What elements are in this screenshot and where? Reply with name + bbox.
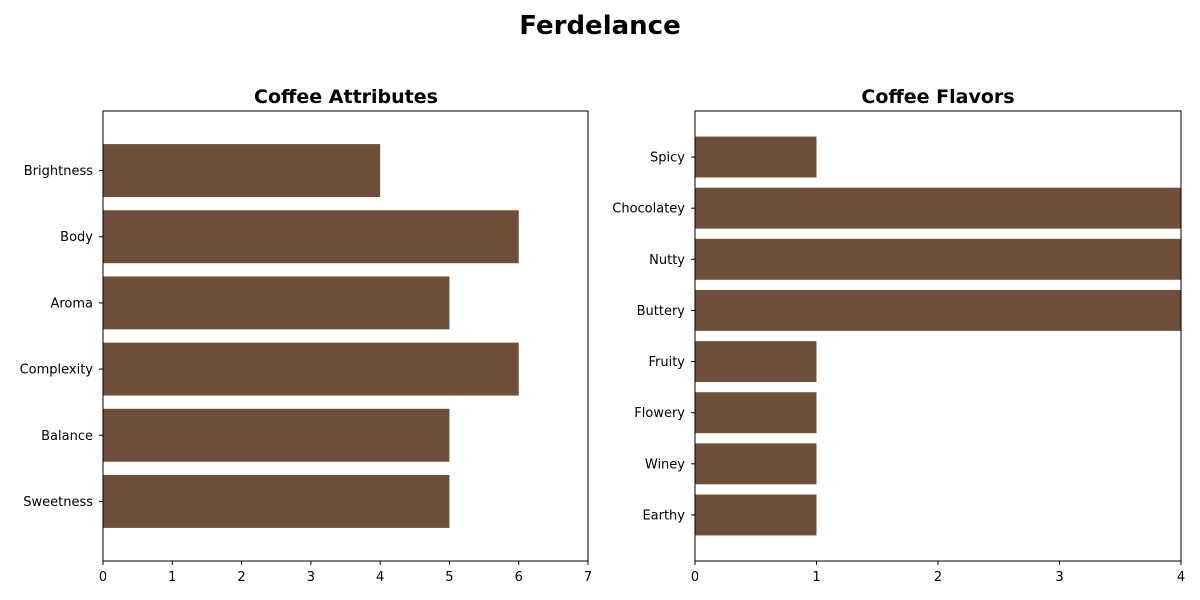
chart-title: Coffee Flavors xyxy=(861,86,1014,108)
x-tick-label: 6 xyxy=(515,570,523,585)
x-tick-label: 3 xyxy=(307,570,315,585)
bar-flowery xyxy=(695,392,817,434)
x-tick-label: 0 xyxy=(99,570,107,585)
chart-title: Coffee Attributes xyxy=(254,86,438,108)
y-tick-label: Fruity xyxy=(648,355,685,370)
y-tick-label: Winey xyxy=(645,457,685,472)
y-tick-label: Buttery xyxy=(637,304,686,319)
y-tick-label: Balance xyxy=(41,429,93,444)
bar-group xyxy=(103,144,519,528)
x-tick-label: 7 xyxy=(584,570,592,585)
x-tick-label: 1 xyxy=(168,570,176,585)
y-tick-label: Earthy xyxy=(642,508,685,523)
y-tick-label: Aroma xyxy=(50,296,93,311)
bar-brightness xyxy=(103,144,381,198)
bar-aroma xyxy=(103,276,450,330)
tick-group: Brightness Body Aroma Complexity Balance Swee… xyxy=(20,164,593,585)
bar-sweetness xyxy=(103,474,450,528)
y-tick-label: Body xyxy=(60,230,93,245)
bar-buttery xyxy=(695,289,1181,331)
y-tick-label: Chocolatey xyxy=(612,202,685,217)
bar-spicy xyxy=(695,136,817,178)
bar-balance xyxy=(103,408,450,462)
x-tick-label: 4 xyxy=(1177,570,1185,585)
bar-chocolatey xyxy=(695,187,1181,229)
y-tick-label: Brightness xyxy=(24,164,93,179)
x-tick-label: 2 xyxy=(237,570,245,585)
y-tick-label: Sweetness xyxy=(23,495,93,510)
chart-coffee-flavors: Coffee Flavors Spicy Chocolatey Nutty Butte… xyxy=(612,86,1185,585)
x-tick-label: 1 xyxy=(812,570,820,585)
tick-group: Spicy Chocolatey Nutty Buttery Fruity Flowery… xyxy=(612,151,1185,585)
plot-frame xyxy=(102,110,589,562)
bar-nutty xyxy=(695,238,1181,280)
figure-title: Ferdelance xyxy=(519,11,680,41)
y-tick-label: Flowery xyxy=(634,406,685,421)
bar-fruity xyxy=(695,341,817,383)
x-tick-label: 2 xyxy=(934,570,942,585)
y-tick-label: Complexity xyxy=(20,363,94,378)
x-tick-label: 0 xyxy=(691,570,699,585)
chart-coffee-attributes: Coffee Attributes Brightness Body Aroma Com… xyxy=(20,86,593,585)
x-tick-label: 4 xyxy=(376,570,384,585)
bar-body xyxy=(103,210,519,264)
plot-frame xyxy=(694,110,1182,562)
bar-group xyxy=(695,136,1181,536)
bar-earthy xyxy=(695,494,817,536)
bar-winey xyxy=(695,443,817,485)
x-tick-label: 5 xyxy=(445,570,453,585)
y-tick-label: Nutty xyxy=(649,253,685,268)
y-tick-label: Spicy xyxy=(650,151,685,166)
x-tick-label: 3 xyxy=(1055,570,1063,585)
bar-complexity xyxy=(103,342,519,396)
